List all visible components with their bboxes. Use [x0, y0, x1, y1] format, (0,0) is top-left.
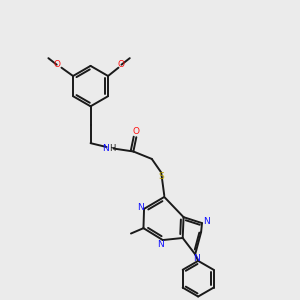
Text: N: N [137, 203, 144, 212]
Text: O: O [53, 60, 60, 69]
Text: H: H [109, 144, 115, 153]
Text: S: S [158, 172, 164, 181]
Text: N: N [193, 254, 200, 263]
Text: N: N [102, 144, 109, 153]
Text: N: N [203, 217, 209, 226]
Text: O: O [133, 128, 140, 136]
Text: N: N [157, 240, 164, 249]
Text: O: O [118, 60, 125, 69]
